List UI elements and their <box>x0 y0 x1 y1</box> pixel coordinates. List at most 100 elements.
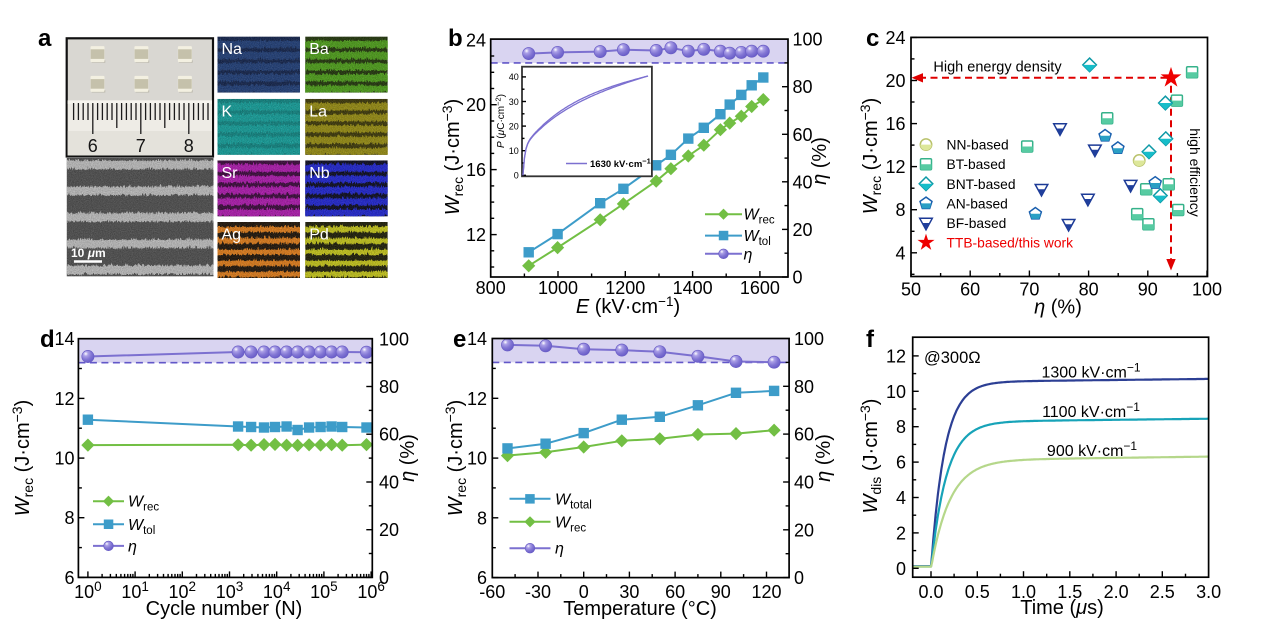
svg-text:Sr: Sr <box>222 165 239 182</box>
svg-text:Wtol: Wtol <box>744 228 771 248</box>
svg-text:10: 10 <box>886 382 906 402</box>
svg-text:20: 20 <box>793 220 813 240</box>
svg-text:1300 kV·cm−1: 1300 kV·cm−1 <box>1041 361 1140 382</box>
svg-text:900 kV·cm−1: 900 kV·cm−1 <box>1047 439 1137 460</box>
svg-text:20: 20 <box>885 71 905 91</box>
svg-text:60: 60 <box>794 425 814 445</box>
svg-text:30: 30 <box>509 97 519 107</box>
svg-text:14: 14 <box>54 329 74 349</box>
svg-text:Pd: Pd <box>309 227 329 244</box>
svg-text:16: 16 <box>885 114 905 134</box>
svg-text:1600: 1600 <box>740 278 780 298</box>
svg-text:6: 6 <box>896 453 906 473</box>
svg-text:100: 100 <box>1192 280 1222 300</box>
svg-text:80: 80 <box>379 377 399 397</box>
svg-text:80: 80 <box>793 77 813 97</box>
svg-text:Wrec: Wrec <box>744 207 775 227</box>
svg-text:2.5: 2.5 <box>1150 582 1175 602</box>
svg-text:50: 50 <box>901 280 921 300</box>
svg-text:0: 0 <box>793 268 803 288</box>
svg-text:Wrec: Wrec <box>128 494 159 514</box>
svg-text:1.5: 1.5 <box>1057 582 1082 602</box>
svg-text:Time (μs): Time (μs) <box>1020 597 1104 619</box>
svg-text:Wrec (J·cm−3): Wrec (J·cm−3) <box>9 400 36 517</box>
svg-text:Wtotal: Wtotal <box>555 491 592 511</box>
svg-text:2: 2 <box>896 523 906 543</box>
svg-text:2.0: 2.0 <box>1104 582 1129 602</box>
svg-text:Wrec (J·cm−3): Wrec (J·cm−3) <box>439 99 466 216</box>
svg-text:La: La <box>309 103 327 120</box>
svg-text:0.5: 0.5 <box>965 582 990 602</box>
svg-text:10: 10 <box>509 146 519 156</box>
svg-text:6: 6 <box>477 568 487 588</box>
svg-text:24: 24 <box>466 30 486 50</box>
svg-text:16: 16 <box>466 160 486 180</box>
svg-text:High energy density: High energy density <box>933 60 1062 76</box>
svg-text:20: 20 <box>794 520 814 540</box>
svg-text:BNT-based: BNT-based <box>947 177 1016 192</box>
svg-text:η: η <box>128 538 137 555</box>
svg-text:Na: Na <box>222 41 243 58</box>
svg-text:Ba: Ba <box>309 41 329 58</box>
svg-text:0: 0 <box>794 568 804 588</box>
svg-text:η (%): η (%) <box>809 137 831 185</box>
svg-text:0.0: 0.0 <box>918 582 943 602</box>
svg-text:K: K <box>222 103 233 120</box>
svg-text:60: 60 <box>793 125 813 145</box>
svg-text:8: 8 <box>64 508 74 528</box>
svg-text:120: 120 <box>751 582 781 602</box>
svg-text:100: 100 <box>793 30 823 50</box>
svg-text:Wrec: Wrec <box>555 514 586 534</box>
svg-text:1400: 1400 <box>673 278 713 298</box>
svg-text:10: 10 <box>54 449 74 469</box>
svg-text:20: 20 <box>509 121 519 131</box>
svg-text:12: 12 <box>467 389 487 409</box>
svg-text:3.0: 3.0 <box>1196 582 1221 602</box>
svg-text:TTB-based/this work: TTB-based/this work <box>947 236 1074 251</box>
svg-text:d: d <box>40 326 55 353</box>
svg-text:6: 6 <box>64 568 74 588</box>
svg-text:a: a <box>38 25 52 52</box>
svg-text:AN-based: AN-based <box>947 196 1008 211</box>
svg-text:η (%): η (%) <box>1034 297 1082 319</box>
svg-text:1.0: 1.0 <box>1011 582 1036 602</box>
svg-text:f: f <box>866 326 875 353</box>
svg-text:Ag: Ag <box>222 227 242 244</box>
svg-text:80: 80 <box>1079 280 1099 300</box>
svg-text:Wdis (J·cm−3): Wdis (J·cm−3) <box>857 399 884 514</box>
svg-text:Wrec (J·cm−3): Wrec (J·cm−3) <box>857 98 884 215</box>
svg-text:0: 0 <box>896 559 906 579</box>
svg-text:0: 0 <box>514 171 519 181</box>
svg-text:e: e <box>453 326 466 353</box>
svg-text:800: 800 <box>476 278 506 298</box>
svg-text:0: 0 <box>379 568 389 588</box>
svg-text:4: 4 <box>896 488 906 508</box>
svg-text:@300Ω: @300Ω <box>924 349 981 367</box>
svg-text:BF-based: BF-based <box>947 216 1007 231</box>
svg-text:η (%): η (%) <box>813 434 835 482</box>
svg-text:40: 40 <box>794 473 814 493</box>
svg-text:Temperature (°C): Temperature (°C) <box>563 598 717 620</box>
svg-text:8: 8 <box>895 200 905 220</box>
svg-text:Wtol: Wtol <box>128 517 155 537</box>
svg-text:-30: -30 <box>525 582 551 602</box>
svg-text:1630 kV·cm−1: 1630 kV·cm−1 <box>590 157 651 171</box>
svg-text:12: 12 <box>885 157 905 177</box>
svg-text:12: 12 <box>466 225 486 245</box>
svg-text:40: 40 <box>793 172 813 192</box>
svg-text:60: 60 <box>960 280 980 300</box>
svg-text:70: 70 <box>1019 280 1039 300</box>
svg-text:90: 90 <box>1138 280 1158 300</box>
svg-text:40: 40 <box>509 72 519 82</box>
svg-text:η: η <box>744 246 753 263</box>
svg-text:8: 8 <box>477 508 487 528</box>
svg-text:30: 30 <box>619 582 639 602</box>
svg-text:14: 14 <box>467 329 487 349</box>
svg-text:10 μm: 10 μm <box>71 246 106 260</box>
svg-text:100: 100 <box>379 329 409 349</box>
svg-text:c: c <box>866 25 879 52</box>
svg-text:Wrec (J·cm−3): Wrec (J·cm−3) <box>442 400 469 517</box>
svg-text:60: 60 <box>379 425 399 445</box>
svg-text:1100 kV·cm−1: 1100 kV·cm−1 <box>1042 400 1140 421</box>
svg-text:NN-based: NN-based <box>947 138 1009 153</box>
